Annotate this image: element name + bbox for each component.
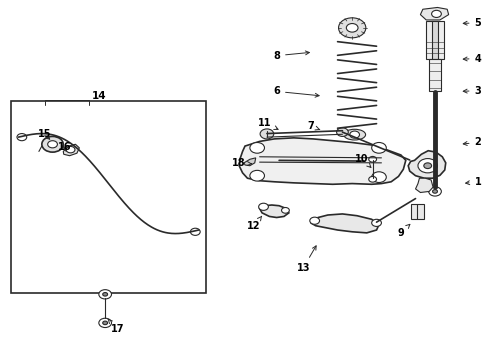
Text: 17: 17: [108, 319, 124, 334]
Bar: [426, 21, 444, 59]
Text: 1: 1: [466, 177, 481, 187]
Text: 3: 3: [463, 86, 481, 96]
Text: 14: 14: [92, 91, 106, 101]
Text: 7: 7: [307, 121, 319, 131]
Circle shape: [418, 158, 438, 173]
Text: 18: 18: [232, 158, 252, 168]
Text: 8: 8: [273, 51, 309, 61]
Circle shape: [260, 129, 274, 139]
Polygon shape: [420, 8, 449, 20]
Circle shape: [372, 172, 386, 183]
Circle shape: [259, 203, 269, 210]
Polygon shape: [260, 205, 289, 217]
Circle shape: [424, 163, 432, 168]
Text: 4: 4: [463, 54, 481, 64]
Text: 11: 11: [258, 118, 278, 130]
Circle shape: [432, 10, 441, 18]
Circle shape: [191, 228, 200, 235]
Circle shape: [337, 128, 348, 136]
Text: 13: 13: [297, 246, 316, 273]
Circle shape: [103, 293, 108, 296]
Polygon shape: [239, 138, 406, 184]
Circle shape: [369, 157, 376, 162]
Circle shape: [282, 207, 289, 213]
Circle shape: [350, 131, 360, 138]
Circle shape: [250, 170, 265, 181]
Polygon shape: [244, 158, 256, 166]
Text: 5: 5: [463, 18, 481, 28]
Circle shape: [99, 290, 112, 299]
Polygon shape: [63, 144, 79, 156]
Circle shape: [372, 219, 381, 226]
Bar: [429, 59, 441, 91]
Text: 15: 15: [38, 129, 51, 139]
Bar: [11, 102, 206, 293]
Text: 2: 2: [463, 138, 481, 148]
Circle shape: [346, 23, 358, 32]
Circle shape: [17, 134, 27, 141]
Circle shape: [369, 176, 376, 182]
Polygon shape: [416, 178, 433, 193]
Circle shape: [429, 187, 441, 196]
Circle shape: [372, 143, 386, 153]
Text: 6: 6: [273, 86, 319, 97]
Circle shape: [48, 141, 57, 148]
Text: 16: 16: [58, 142, 72, 152]
Circle shape: [66, 147, 75, 153]
Circle shape: [42, 136, 63, 152]
Polygon shape: [311, 214, 379, 233]
Text: 12: 12: [247, 216, 262, 231]
Circle shape: [433, 190, 438, 193]
Circle shape: [310, 217, 319, 224]
Bar: [411, 204, 424, 219]
Circle shape: [103, 321, 108, 325]
Polygon shape: [408, 151, 446, 178]
Circle shape: [99, 318, 112, 328]
Ellipse shape: [343, 129, 366, 140]
Text: 9: 9: [397, 224, 410, 238]
Text: 10: 10: [355, 154, 371, 167]
Circle shape: [339, 18, 366, 38]
Bar: [432, 21, 439, 59]
Circle shape: [250, 143, 265, 153]
